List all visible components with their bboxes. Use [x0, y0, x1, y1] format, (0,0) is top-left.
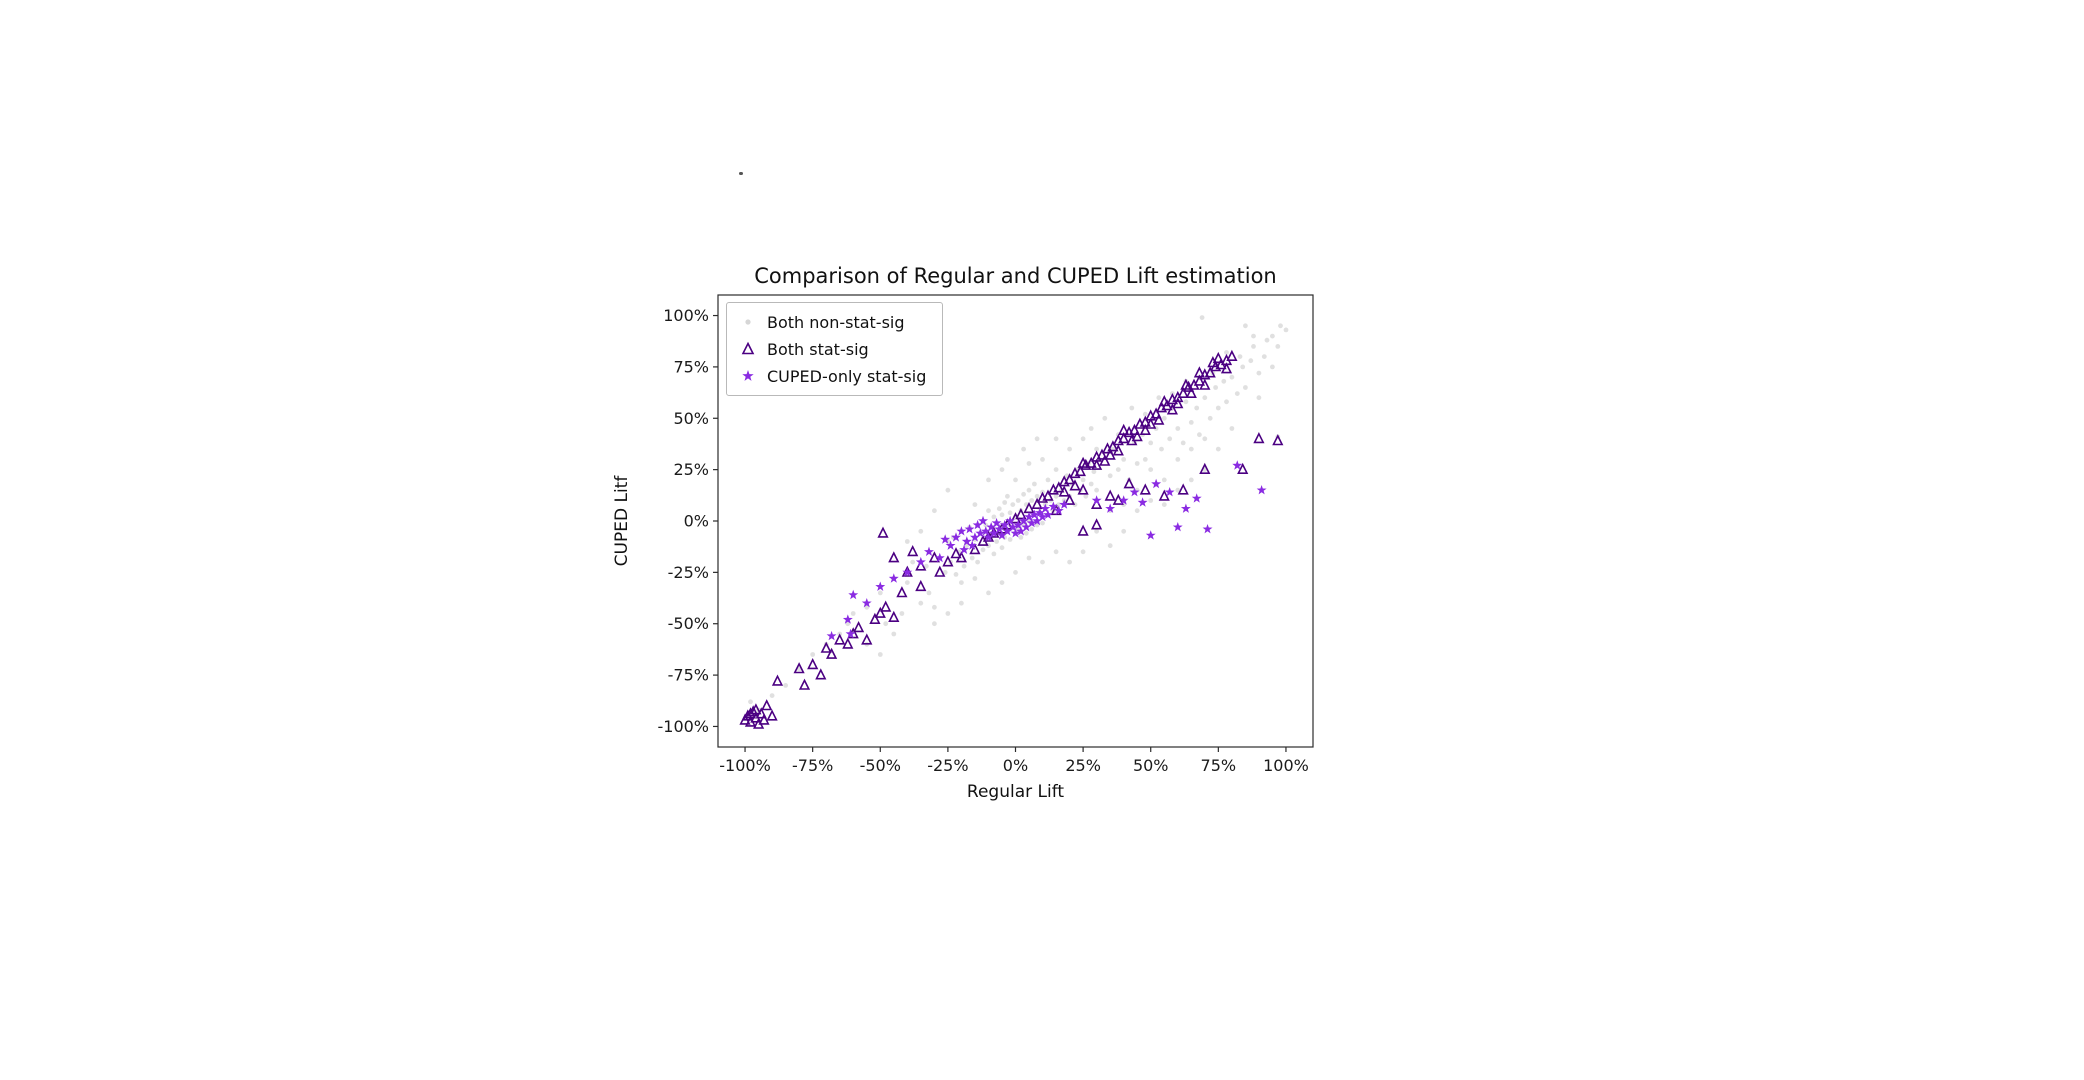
triangle-marker-icon: [736, 341, 760, 357]
dot-marker-icon: [736, 314, 760, 330]
svg-text:25%: 25%: [673, 460, 709, 479]
legend-label: CUPED-only stat-sig: [767, 366, 927, 386]
stray-dot: [739, 172, 743, 175]
svg-text:25%: 25%: [1065, 756, 1101, 775]
svg-text:50%: 50%: [1133, 756, 1169, 775]
svg-text:-75%: -75%: [668, 666, 709, 685]
svg-text:-100%: -100%: [657, 717, 709, 736]
svg-text:75%: 75%: [1201, 756, 1237, 775]
svg-text:-50%: -50%: [668, 614, 709, 633]
star-marker-icon: [736, 368, 760, 384]
legend-label: Both stat-sig: [767, 339, 869, 359]
y-axis-label: CUPED Litf: [612, 475, 632, 567]
legend-item-cuped-only-stat-sig: CUPED-only stat-sig: [736, 364, 926, 388]
svg-text:-25%: -25%: [668, 563, 709, 582]
legend-item-both-stat-sig: Both stat-sig: [736, 337, 926, 361]
svg-text:50%: 50%: [673, 409, 709, 428]
svg-text:75%: 75%: [673, 357, 709, 376]
legend-label: Both non-stat-sig: [767, 312, 905, 332]
legend-item-both-non-stat-sig: Both non-stat-sig: [736, 310, 926, 334]
svg-text:-100%: -100%: [719, 756, 771, 775]
svg-text:-50%: -50%: [860, 756, 901, 775]
x-axis-label: Regular Lift: [966, 782, 1065, 802]
svg-text:0%: 0%: [684, 512, 709, 531]
plot-svg: -100% -75% -50% -25% 0% 25% 50% 75% 100% -100% -75…: [657, 294, 1314, 775]
svg-text:100%: 100%: [663, 306, 709, 325]
svg-text:100%: 100%: [1263, 756, 1309, 775]
svg-text:0%: 0%: [1003, 756, 1028, 775]
svg-text:-75%: -75%: [792, 756, 833, 775]
chart-title: Comparison of Regular and CUPED Lift est…: [754, 264, 1277, 288]
svg-text:-25%: -25%: [927, 756, 968, 775]
legend: Both non-stat-sig Both stat-sig CUPED-on…: [726, 302, 944, 396]
